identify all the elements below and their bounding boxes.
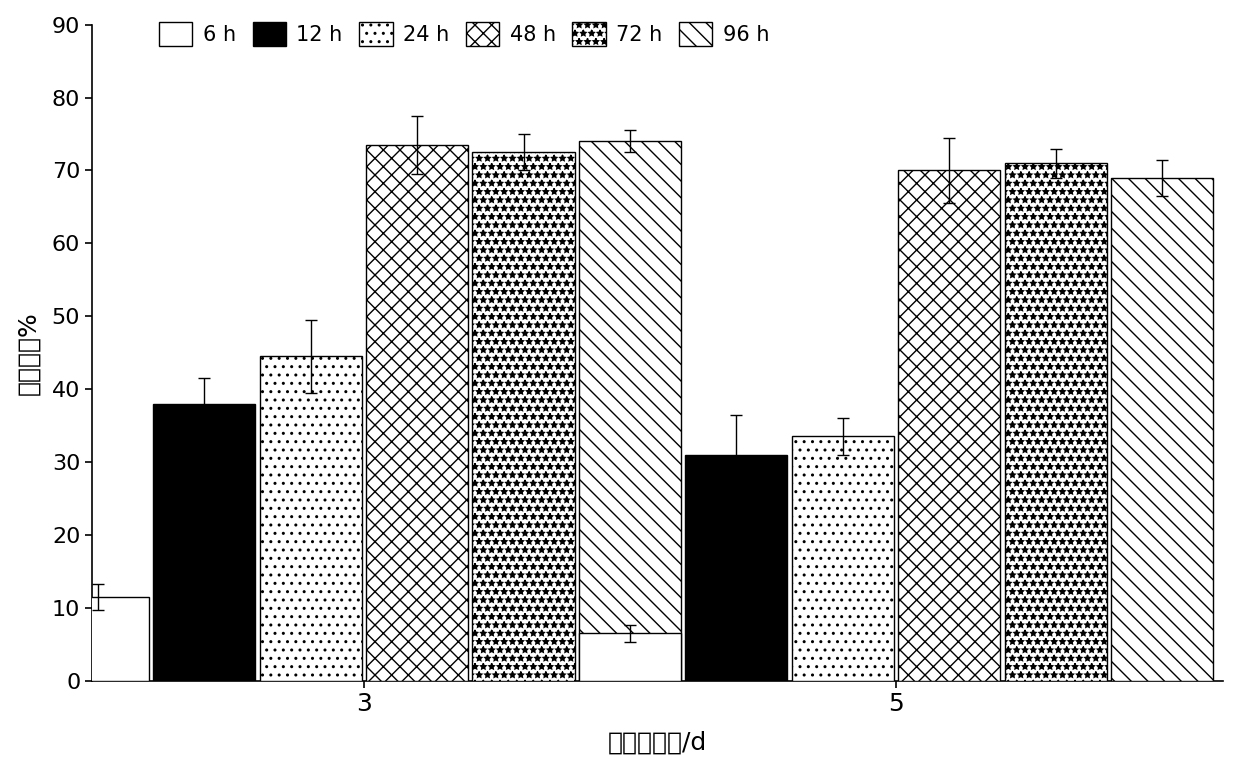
Bar	[472, 152, 574, 681]
Bar	[898, 170, 1001, 681]
Bar	[1004, 163, 1107, 681]
Bar	[1111, 178, 1214, 681]
Bar	[792, 436, 894, 681]
Bar	[366, 145, 467, 681]
X-axis label: 接种后时间/d: 接种后时间/d	[608, 730, 707, 754]
Bar	[47, 597, 149, 681]
Bar	[579, 141, 681, 681]
Bar	[686, 455, 787, 681]
Bar	[153, 404, 255, 681]
Bar	[579, 633, 681, 681]
Legend: 6 h, 12 h, 24 h, 48 h, 72 h, 96 h: 6 h, 12 h, 24 h, 48 h, 72 h, 96 h	[159, 22, 769, 46]
Y-axis label: 防治效果%: 防治效果%	[16, 311, 41, 395]
Bar	[259, 356, 362, 681]
